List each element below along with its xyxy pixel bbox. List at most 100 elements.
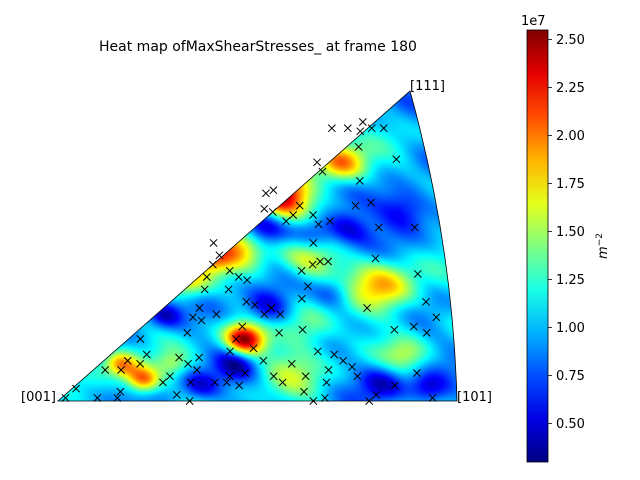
- orientation-marker: [351, 201, 360, 210]
- triangle-outline: [56, 90, 458, 402]
- orientation-marker: [269, 372, 278, 381]
- orientation-marker: [367, 198, 376, 207]
- orientation-marker: [309, 397, 318, 405]
- orientation-marker: [365, 397, 374, 405]
- colorbar-tick-label: 2.00: [556, 129, 585, 144]
- colorbar-tick-label: 1.25: [556, 273, 585, 288]
- orientation-marker: [379, 124, 388, 133]
- orientation-marker: [142, 350, 151, 359]
- orientation-marker: [289, 211, 298, 219]
- orientation-marker: [113, 393, 122, 402]
- plot-area: [56, 90, 458, 405]
- vertex-label-001: [001]: [21, 390, 56, 405]
- orientation-marker: [212, 310, 221, 319]
- orientation-marker: [209, 238, 218, 247]
- orientation-marker: [261, 189, 270, 198]
- orientation-marker: [215, 251, 224, 260]
- orientation-marker: [297, 266, 306, 275]
- colorbar-tick-label: 0.50: [556, 417, 585, 432]
- orientation-marker: [61, 393, 70, 402]
- orientation-marker: [267, 304, 276, 312]
- orientation-marker: [268, 207, 277, 216]
- orientation-marker: [158, 378, 167, 387]
- orientation-marker: [313, 158, 322, 167]
- orientation-marker: [295, 201, 304, 210]
- orientation-marker: [241, 369, 250, 378]
- orientation-marker: [275, 328, 284, 337]
- orientation-marker: [413, 269, 422, 278]
- orientation-marker: [136, 335, 145, 343]
- orientation-marker: [117, 366, 126, 374]
- colorbar-tick-label: 1.50: [556, 225, 585, 240]
- orientation-marker: [225, 372, 234, 381]
- orientation-marker: [353, 372, 362, 381]
- orientation-marker: [308, 260, 317, 269]
- orientation-marker: [309, 238, 318, 247]
- orientation-marker: [192, 366, 201, 374]
- orientation-marker: [371, 254, 380, 263]
- orientation-marker: [320, 393, 329, 402]
- orientation-marker: [390, 325, 399, 334]
- orientation-marker: [356, 127, 365, 136]
- orientation-marker: [390, 381, 399, 390]
- orientation-marker: [208, 260, 217, 269]
- orientation-marker: [348, 362, 357, 371]
- orientation-marker: [235, 381, 244, 390]
- orientation-marker: [326, 217, 334, 226]
- vertex-label-111: [111]: [410, 79, 445, 94]
- orientation-marker: [409, 322, 418, 331]
- heatmap-image: [58, 91, 457, 401]
- orientation-marker: [297, 294, 306, 303]
- orientation-marker: [269, 186, 278, 195]
- orientation-markers: [61, 118, 441, 405]
- colorbar-tick-label: 0.75: [556, 369, 585, 384]
- orientation-marker: [316, 257, 325, 266]
- orientation-marker: [172, 390, 181, 399]
- orientation-marker: [309, 211, 318, 219]
- orientation-marker: [314, 220, 323, 229]
- orientation-marker: [232, 335, 241, 343]
- orientation-marker: [184, 359, 192, 368]
- orientation-marker: [358, 118, 367, 126]
- orientation-marker: [330, 350, 339, 359]
- orientation-marker: [313, 347, 322, 356]
- orientation-marker: [136, 359, 145, 368]
- orientation-marker: [367, 124, 376, 133]
- orientation-marker: [202, 273, 211, 281]
- orientation-marker: [259, 356, 268, 365]
- orientation-marker: [303, 282, 312, 291]
- orientation-marker: [354, 142, 363, 151]
- colorbar-tick-label: 1.00: [556, 321, 585, 336]
- orientation-marker: [123, 356, 132, 365]
- colorbar-ticks: 0.50 0.75 1.00 1.25 1.50 1.75 2.00 2.25 2.50: [548, 33, 585, 432]
- orientation-marker: [318, 167, 327, 176]
- colorbar-tick-label: 1.75: [556, 177, 585, 192]
- orientation-marker: [225, 266, 234, 275]
- chart-title: Heat map ofMaxShearStresses_ at frame 18…: [99, 39, 417, 55]
- orientation-marker: [324, 257, 333, 266]
- orientation-marker: [343, 124, 352, 133]
- orientation-marker: [197, 316, 206, 325]
- orientation-marker: [300, 387, 308, 396]
- orientation-marker: [355, 176, 364, 185]
- orientation-marker: [392, 155, 401, 164]
- orientation-marker: [175, 353, 184, 362]
- orientation-marker: [238, 322, 247, 331]
- orientation-marker: [282, 217, 291, 226]
- orientation-marker: [374, 223, 383, 232]
- orientation-marker: [428, 393, 437, 402]
- orientation-marker: [101, 366, 110, 374]
- orientation-marker: [322, 378, 331, 387]
- orientation-marker: [234, 273, 243, 281]
- orientation-marker: [188, 313, 197, 322]
- orientation-marker: [363, 304, 372, 312]
- orientation-marker: [260, 204, 269, 213]
- orientation-marker: [165, 372, 174, 381]
- orientation-marker: [324, 366, 333, 374]
- orientation-marker: [339, 356, 348, 365]
- orientation-marker: [301, 372, 310, 381]
- orientation-marker: [372, 390, 381, 399]
- orientation-marker: [412, 369, 421, 378]
- orientation-marker: [243, 276, 252, 285]
